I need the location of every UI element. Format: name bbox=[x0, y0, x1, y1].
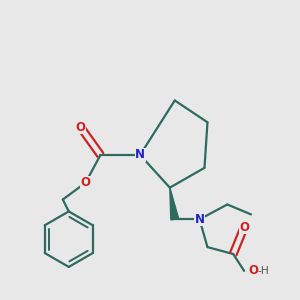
Text: O: O bbox=[81, 176, 91, 189]
Text: O: O bbox=[76, 121, 85, 134]
Text: O: O bbox=[248, 264, 258, 278]
Polygon shape bbox=[170, 188, 179, 220]
Text: N: N bbox=[135, 148, 145, 161]
Text: -H: -H bbox=[257, 266, 269, 276]
Text: O: O bbox=[239, 221, 249, 234]
Text: N: N bbox=[194, 213, 205, 226]
